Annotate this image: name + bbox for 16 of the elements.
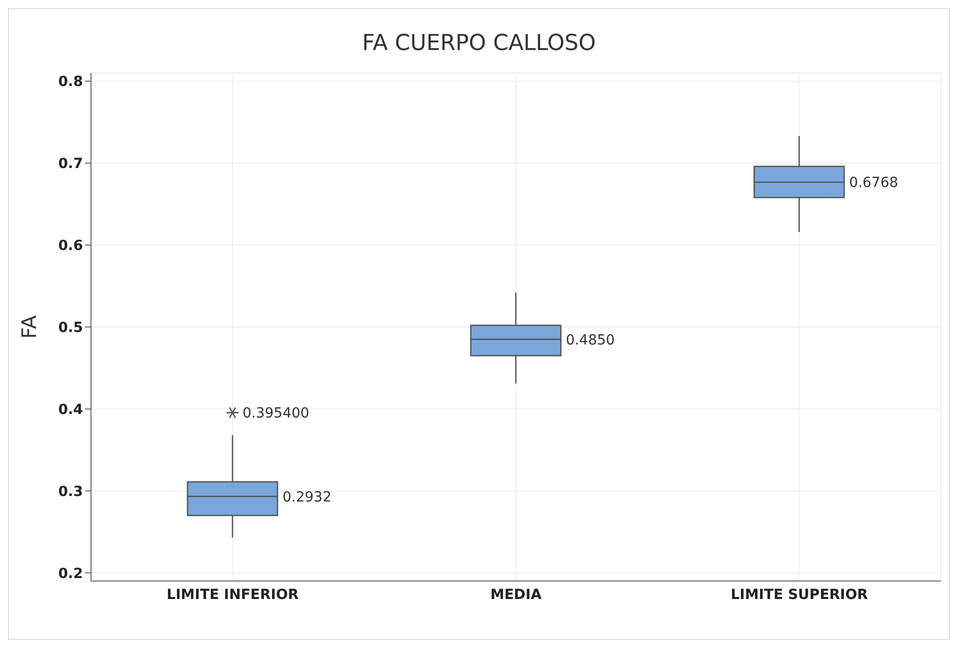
chart-title: FA CUERPO CALLOSO bbox=[361, 31, 597, 58]
y-tick-label: 0.5 bbox=[58, 320, 83, 336]
text: 0.6768 bbox=[849, 175, 898, 192]
y-tick-label: 0.6 bbox=[58, 238, 83, 254]
x-tick-label: LIMITE SUPERIOR bbox=[730, 586, 868, 603]
y-tick-label: 0.3 bbox=[58, 484, 83, 500]
text: 0.4850 bbox=[566, 332, 615, 348]
y-axis-title: FA bbox=[17, 315, 42, 339]
y-tick-label: 0.2 bbox=[58, 566, 83, 582]
x-tick-label: LIMITE INFERIOR bbox=[166, 586, 299, 603]
y-tick-label: 0.4 bbox=[58, 402, 84, 418]
y-tick-label: 0.8 bbox=[58, 74, 83, 90]
text: 0.2932 bbox=[282, 489, 332, 506]
x-tick-label: MEDIA bbox=[490, 586, 542, 603]
annotation: 0.395400 bbox=[242, 406, 310, 422]
y-tick-label: 0.7 bbox=[58, 156, 83, 172]
